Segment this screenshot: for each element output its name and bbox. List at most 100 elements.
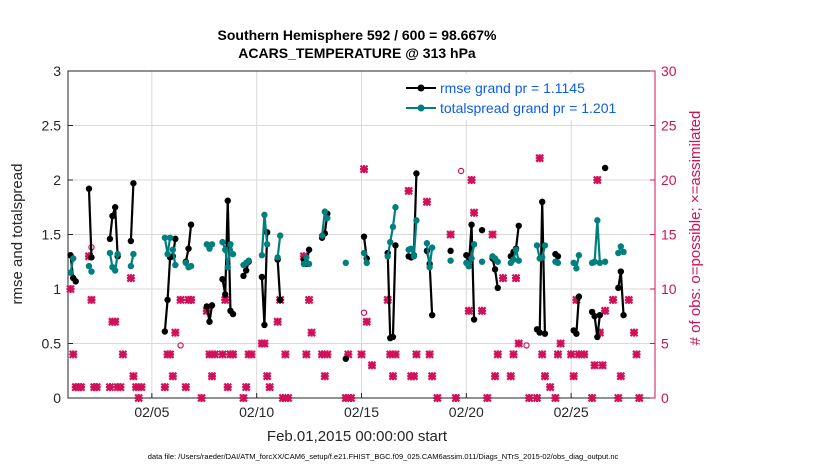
obs-count-point — [260, 339, 269, 348]
obs-count-point — [614, 393, 623, 403]
chart-title: Southern Hemisphere 592 / 600 = 98.667% — [218, 27, 498, 43]
series-point — [114, 250, 121, 258]
series-point — [229, 310, 237, 318]
obs-count-point — [186, 295, 196, 305]
x-tick-label: 02/05 — [134, 404, 169, 420]
y2-tick-label: 10 — [661, 281, 677, 297]
legend-rmse-marker — [417, 84, 425, 92]
obs-count-point — [126, 273, 136, 283]
series-point — [303, 254, 310, 261]
series-point — [410, 253, 418, 260]
series-line-segment — [276, 235, 282, 258]
series-point — [468, 221, 475, 228]
series-point — [491, 266, 499, 273]
series-point — [261, 321, 268, 329]
legend: rmse grand pr = 1.1145 totalspread grand… — [398, 74, 638, 120]
obs-count-point — [383, 295, 392, 305]
data-file-footnote: data file: /Users/raeder/DAI/ATM_forcXX/… — [148, 452, 619, 461]
obs-count-point — [595, 328, 605, 337]
series-point — [203, 303, 210, 310]
series-point — [342, 259, 349, 267]
series-point — [594, 217, 601, 224]
obs-count-point — [118, 350, 128, 359]
x-tick-label: 02/10 — [239, 404, 274, 420]
obs-count-point — [572, 295, 581, 305]
series-point — [470, 316, 478, 323]
y2-axis-label: # of obs: o=possible; ×=assimilated — [687, 111, 704, 346]
series-point — [601, 258, 609, 265]
series-point — [515, 222, 522, 229]
obs-count-point — [278, 393, 288, 403]
series-point — [512, 246, 520, 253]
tick-labels: 02/05 02/10 02/15 02/20 02/2500.511.522.5305… — [42, 63, 677, 420]
series-line-segment — [87, 188, 93, 258]
series-point — [615, 249, 622, 257]
obs-count-point — [608, 295, 618, 305]
obs-count-point — [624, 295, 634, 305]
series-point — [169, 246, 177, 253]
obs-count-point — [367, 361, 377, 370]
obs-count-point — [598, 361, 607, 370]
legend-box — [398, 74, 638, 120]
series-point — [617, 268, 625, 275]
series-point — [573, 330, 580, 337]
y2-tick-label: 20 — [661, 172, 677, 188]
y2-tick-label: 30 — [661, 63, 677, 79]
obs-count-point — [469, 208, 479, 217]
series-point — [620, 311, 627, 319]
series-point — [72, 278, 79, 285]
obs-count-point — [511, 273, 521, 283]
series-point — [539, 198, 546, 205]
series-point — [494, 258, 501, 265]
obs-count-point — [524, 393, 534, 403]
obs-count-point — [165, 350, 175, 359]
series-point — [570, 259, 577, 267]
series-point — [111, 204, 119, 211]
series-point — [387, 238, 394, 246]
series-point — [227, 241, 234, 248]
x-tick-label: 02/20 — [449, 404, 484, 420]
series-point — [601, 164, 609, 172]
obs-count-point — [273, 317, 282, 326]
y-tick-label: 2.5 — [42, 118, 62, 134]
series-point — [127, 262, 135, 270]
series-line-segment — [129, 183, 135, 242]
y-axis-label: rmse and totalspread — [9, 164, 26, 305]
series-point — [106, 249, 114, 257]
obs-count-point — [506, 371, 516, 381]
obs-count-point — [464, 306, 474, 316]
obs-count-point — [223, 382, 233, 392]
series-point — [468, 255, 475, 262]
series-point — [224, 197, 231, 204]
obs-count-point — [629, 328, 639, 337]
obs-possible-marker — [523, 342, 530, 349]
series-point — [206, 318, 213, 325]
obs-count-point — [262, 371, 272, 381]
obs-count-point — [391, 350, 400, 359]
obs-count-point — [247, 350, 256, 359]
series-point — [426, 264, 433, 271]
obs-count-point — [207, 371, 217, 381]
series-line-segment — [108, 206, 119, 257]
obs-count-point — [92, 382, 101, 392]
series-point — [515, 257, 522, 264]
obs-count-point — [105, 382, 115, 392]
obs-possible-marker — [360, 309, 368, 316]
series-point — [594, 333, 601, 341]
series-point — [164, 250, 171, 258]
series-point — [88, 254, 95, 261]
series-point — [229, 250, 237, 258]
obs-count-point — [422, 197, 432, 207]
series-point — [389, 223, 397, 231]
series-point — [172, 261, 179, 269]
obs-count-point — [532, 393, 542, 403]
series-point — [478, 226, 486, 234]
series-point — [109, 212, 116, 220]
series-point — [575, 252, 583, 259]
obs-count-point — [509, 350, 518, 359]
obs-count-point — [357, 350, 366, 359]
series-point — [88, 268, 95, 275]
series-point — [423, 240, 431, 247]
obs-count-point — [228, 350, 238, 359]
obs-count-point — [556, 339, 565, 348]
